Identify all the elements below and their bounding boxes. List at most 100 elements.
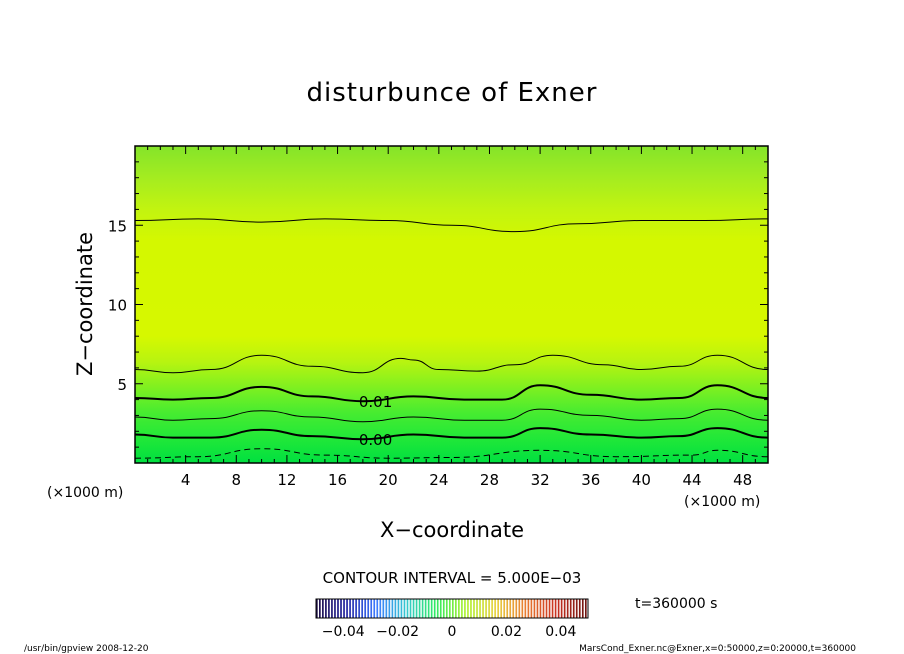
colorbar-swatch (358, 599, 360, 618)
colorbar-swatch (379, 599, 382, 618)
colorbar-swatch (500, 599, 503, 618)
colorbar-swatch (424, 599, 427, 618)
y-tick-label: 15 (108, 217, 127, 235)
x-axis-label: X−coordinate (380, 518, 524, 542)
colorbar-swatch (376, 599, 379, 618)
time-label: t=360000 s (635, 596, 717, 612)
colorbar-swatch (415, 599, 418, 618)
colorbar-swatch (445, 599, 448, 618)
colorbar-swatch (436, 599, 439, 618)
colorbar-swatch (316, 599, 318, 618)
x-tick-label: 24 (429, 471, 448, 489)
footer-left: /usr/bin/gpview 2008-12-20 (24, 644, 149, 654)
colorbar-swatch (355, 599, 357, 618)
colorbar-swatch (473, 599, 475, 618)
contour-lines: 0.00 0.01 (135, 218, 768, 459)
contour-label: 0.00 (359, 431, 392, 449)
x-tick-label: 4 (181, 471, 191, 489)
colorbar-swatch (584, 599, 587, 618)
colorbar-swatch (361, 599, 363, 618)
colorbar-swatch (494, 599, 496, 618)
colorbar-swatch (566, 599, 569, 618)
colorbar-swatch (530, 599, 533, 618)
colorbar-swatch (491, 599, 493, 618)
y-axis-label: Z−coordinate (73, 232, 97, 376)
colorbar-swatch (412, 599, 415, 618)
colorbar-swatch (521, 599, 524, 618)
contour-line (135, 384, 768, 403)
colorbar-swatch (581, 599, 584, 618)
colorbar-swatch (533, 599, 536, 618)
colorbar-swatch (515, 599, 518, 618)
colorbar-swatch (331, 599, 333, 618)
colorbar-swatch (334, 599, 336, 618)
colorbar-tick-label: −0.02 (376, 624, 419, 640)
colorbar-swatch (527, 599, 530, 618)
plot-field (135, 146, 768, 463)
colorbar-swatch (406, 599, 409, 618)
colorbar-swatch (367, 599, 370, 618)
x-unit-left: (×1000 m) (47, 485, 123, 501)
x-tick-label: 36 (581, 471, 600, 489)
x-tick-label: 16 (328, 471, 347, 489)
x-tick-label: 44 (682, 471, 701, 489)
colorbar-swatch (343, 599, 345, 618)
x-tick-label: 12 (277, 471, 296, 489)
colorbar-swatch (539, 599, 542, 618)
colorbar-swatch (497, 599, 499, 618)
colorbar-swatch (427, 599, 430, 618)
footer-right: MarsCond_Exner.nc@Exner,x=0:50000,z=0:20… (579, 644, 856, 654)
contour-line (135, 427, 768, 441)
colorbar-tick-label: 0 (448, 624, 457, 640)
colorbar-swatch (569, 599, 572, 618)
colorbar-swatch (506, 599, 509, 618)
colorbar-tick-label: 0.02 (491, 624, 522, 640)
colorbar-swatch (442, 599, 445, 618)
colorbar-swatch (397, 599, 400, 618)
x-tick-label: 40 (632, 471, 651, 489)
colorbar-swatch (373, 599, 376, 618)
colorbar-swatch (542, 599, 545, 618)
colorbar-swatch (337, 599, 339, 618)
contour-line (135, 448, 768, 459)
colorbar-swatch (409, 599, 412, 618)
colorbar-swatch (476, 599, 478, 618)
y-axis-ticks: 5 10 15 (108, 161, 768, 448)
colorbar-swatch (328, 599, 330, 618)
colorbar-swatch (346, 599, 348, 618)
colorbar-swatch (418, 599, 421, 618)
colorbar-swatch (370, 599, 373, 618)
colorbar-swatch (322, 599, 324, 618)
colorbar-swatch (385, 599, 388, 618)
x-tick-label: 48 (733, 471, 752, 489)
colorbar-swatch (548, 599, 551, 618)
contour-line (135, 408, 768, 423)
colorbar-swatch (560, 599, 563, 618)
colorbar-swatch (352, 599, 354, 618)
colorbar-swatch (467, 599, 469, 618)
colorbar-swatch (572, 599, 575, 618)
colorbar-swatch (470, 599, 472, 618)
x-axis-ticks: 4 8 12 16 20 24 28 32 36 40 44 48 (147, 146, 756, 489)
colorbar-swatch (458, 599, 460, 618)
colorbar-swatch (512, 599, 515, 618)
colorbar-swatch (391, 599, 394, 618)
colorbar-swatch (503, 599, 506, 618)
colorbar-swatch (340, 599, 342, 618)
colorbar-swatch (563, 599, 566, 618)
colorbar-swatch (364, 599, 367, 618)
colorbar-swatch (545, 599, 548, 618)
colorbar-swatch (509, 599, 512, 618)
colorbar-swatch (448, 599, 451, 618)
y-tick-label: 5 (117, 376, 127, 394)
colorbar-swatch (403, 599, 406, 618)
colorbar-swatch (400, 599, 403, 618)
chart-title: disturbunce of Exner (307, 78, 598, 108)
colorbar-swatch (557, 599, 560, 618)
colorbar-swatch (349, 599, 351, 618)
colorbar-swatch (464, 599, 466, 618)
colorbar-swatch (325, 599, 327, 618)
colorbar-swatch (461, 599, 463, 618)
colorbar-frame (315, 598, 589, 619)
